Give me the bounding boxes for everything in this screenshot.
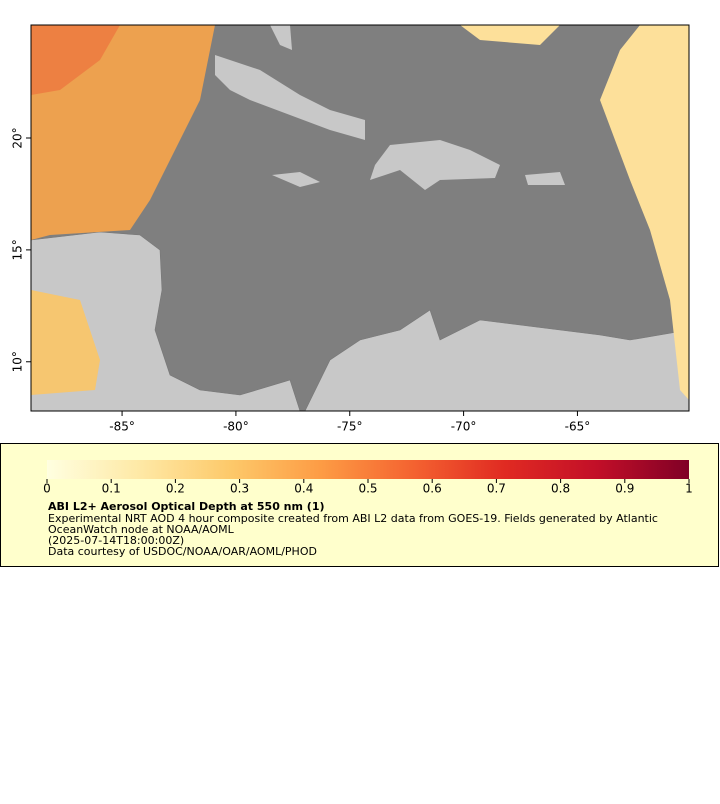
aerosol-area (31, 290, 100, 395)
y-tick-label: 15° (11, 239, 25, 260)
aerosol-area (600, 25, 689, 400)
jamaica (272, 172, 320, 187)
map-frame (30, 24, 690, 412)
y-tick-label: 20° (11, 127, 25, 148)
puerto-rico (525, 172, 565, 185)
legend-title: ABI L2+ Aerosol Optical Depth at 550 nm … (48, 500, 325, 513)
colorbar-tick-label: 0 (43, 482, 51, 496)
cuba (215, 55, 365, 140)
colorbar-tick-label: 0.6 (423, 482, 442, 496)
aerosol-area (460, 25, 560, 45)
colorbar-tick-label: 0.7 (487, 482, 506, 496)
aerosol-area (31, 25, 215, 240)
colorbar-tick-label: 0.3 (230, 482, 249, 496)
x-tick-label: -75° (337, 420, 363, 434)
legend-text: Data courtesy of USDOC/NOAA/OAR/AOML/PHO… (48, 545, 317, 558)
colorbar-tick-label: 0.1 (102, 482, 121, 496)
hispaniola (370, 140, 500, 190)
x-tick-label: -80° (223, 420, 249, 434)
colorbar (47, 460, 689, 479)
colorbar-tick-label: 0.5 (358, 482, 377, 496)
colorbar-tick-label: 0.4 (294, 482, 313, 496)
legend-text: Experimental NRT AOD 4 hour composite cr… (48, 512, 658, 525)
aerosol-area (31, 25, 120, 95)
legend-text: (2025-07-14T18:00:00Z) (48, 534, 184, 547)
x-tick-label: -70° (451, 420, 477, 434)
colorbar-tick-label: 0.8 (551, 482, 570, 496)
colorbar-tick-label: 0.2 (166, 482, 185, 496)
x-tick-label: -85° (109, 420, 135, 434)
legend-text: OceanWatch node at NOAA/AOML (48, 523, 235, 536)
colorbar-tick-label: 1 (685, 482, 693, 496)
colorbar-tick-label: 0.9 (615, 482, 634, 496)
south-america (304, 309, 689, 411)
x-tick-label: -65° (565, 420, 591, 434)
y-tick-label: 10° (11, 351, 25, 372)
florida (270, 25, 292, 50)
map-body (31, 25, 689, 411)
